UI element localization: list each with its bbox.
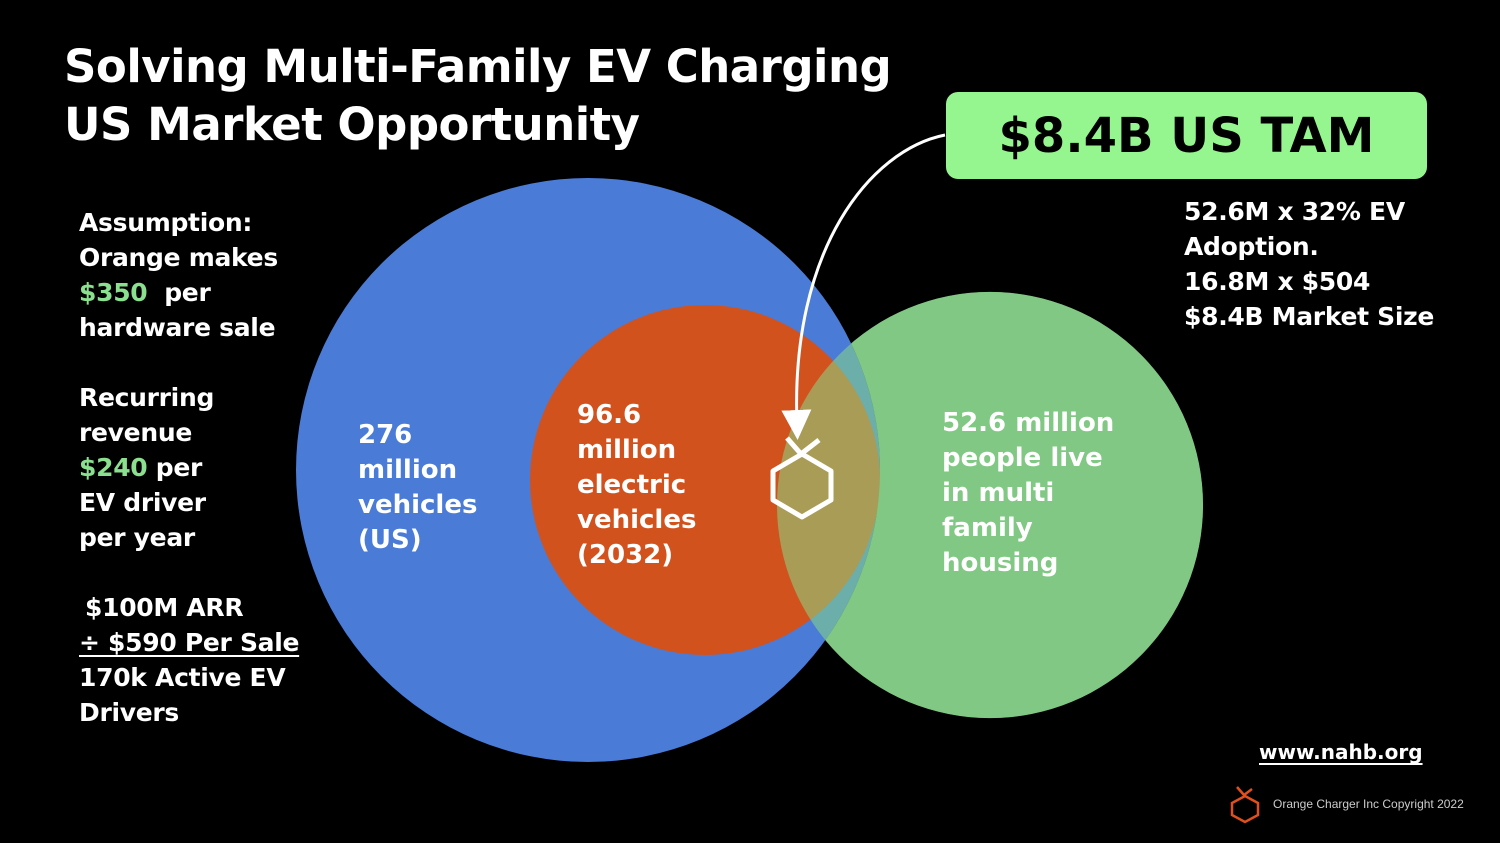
arrow (781, 133, 946, 440)
text-line: EV driver (79, 488, 206, 517)
tam-box: $8.4B US TAM (946, 92, 1427, 179)
text-line: Adoption. (1184, 232, 1319, 261)
text-line: revenue (79, 418, 192, 447)
text-line: Drivers (79, 698, 180, 727)
text-line: hardware sale (79, 313, 276, 342)
hardware-assumption: Assumption: Orange makes $350 per hardwa… (79, 205, 278, 345)
tam-text: $8.4B US TAM (998, 107, 1375, 164)
text-line: in multi (942, 478, 1055, 508)
text-line: 276 (358, 420, 413, 450)
text-line: $350 per (79, 275, 278, 310)
electric-label: 96.6 million electric vehicles (2032) (577, 398, 696, 573)
text-line: vehicles (577, 505, 697, 535)
title-line: Solving Multi-Family EV Charging (64, 40, 892, 93)
text-line: $8.4B Market Size (1184, 302, 1435, 331)
text-line: Assumption: (79, 208, 253, 237)
tam-calculation: 52.6M x 32% EV Adoption. 16.8M x $504 $8… (1184, 194, 1434, 334)
text-line: 52.6M x 32% EV (1184, 197, 1405, 226)
title: Solving Multi-Family EV Charging US Mark… (64, 38, 892, 154)
text-line: housing (942, 548, 1059, 578)
text-line: (2032) (577, 540, 674, 570)
text-line: million (577, 435, 677, 465)
vehicles-label: 276 million vehicles (US) (358, 418, 477, 558)
text-line: 170k Active EV (79, 663, 286, 692)
footer-logo (1230, 786, 1260, 824)
text-line: vehicles (358, 490, 478, 520)
text-line: per year (79, 523, 195, 552)
text-line: Recurring (79, 383, 215, 412)
text: ÷ $590 Per Sale (79, 628, 300, 657)
text-line: electric (577, 470, 687, 500)
recurring-assumption: Recurring revenue $240 per EV driver per… (79, 380, 214, 555)
amount: $240 (79, 453, 148, 482)
logo-icon (770, 436, 834, 520)
housing-label: 52.6 million people live in multi family… (942, 406, 1114, 581)
copyright: Orange Charger Inc Copyright 2022 (1273, 797, 1464, 811)
text-line: million (358, 455, 458, 485)
text-line: people live (942, 443, 1103, 473)
title-line: US Market Opportunity (64, 98, 640, 151)
text-line: Orange makes (79, 243, 278, 272)
source: www.nahb.org (1259, 740, 1423, 764)
text-line: 52.6 million (942, 408, 1115, 438)
arr-calculation: $100M ARR ÷ $590 Per Sale 170k Active EV… (79, 590, 299, 730)
text: per (155, 453, 203, 482)
text-line: family (942, 513, 1033, 543)
text-line: ÷ $590 Per Sale (79, 625, 299, 660)
text-line: $240 per (79, 450, 214, 485)
housing-circle (776, 291, 1203, 719)
text-line: (US) (358, 525, 422, 555)
text-line: $100M ARR (85, 593, 244, 622)
text-line: 16.8M x $504 (1184, 267, 1371, 296)
text-line: 96.6 (577, 400, 642, 430)
text: per (164, 278, 211, 307)
amount: $350 (79, 278, 148, 307)
